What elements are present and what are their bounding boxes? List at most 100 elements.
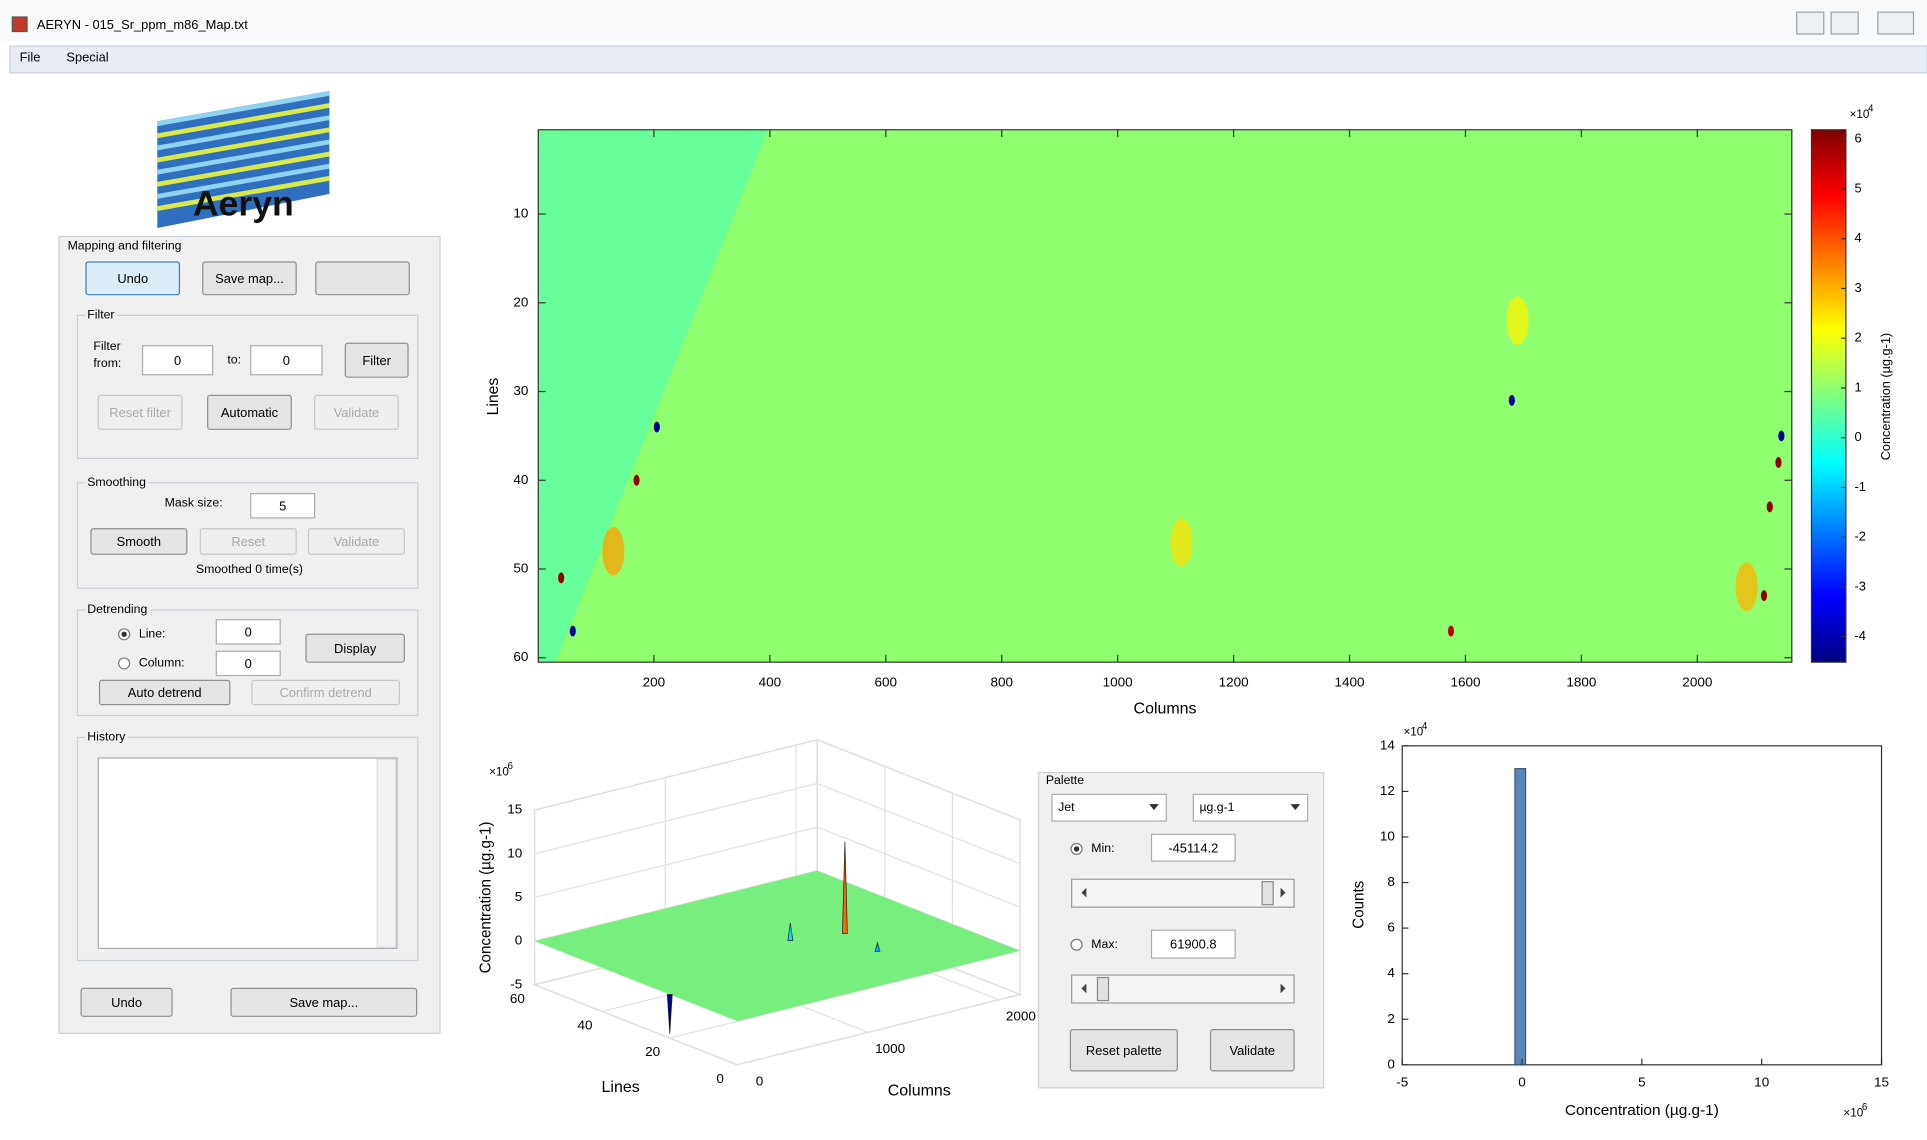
button-label[interactable]: Save map... (289, 995, 358, 1010)
x-axis-label: Columns (888, 1083, 951, 1100)
button[interactable] (199, 528, 297, 555)
edit-value[interactable]: 0 (174, 353, 181, 368)
button[interactable] (80, 987, 173, 1017)
button[interactable] (207, 394, 292, 430)
radio-button[interactable] (117, 657, 131, 670)
radio-dot[interactable] (1073, 846, 1080, 852)
edit-box[interactable] (141, 345, 214, 376)
grid-line (817, 782, 1021, 865)
map-spot (1775, 457, 1782, 468)
radio-dot[interactable] (121, 631, 127, 637)
button-label[interactable]: Validate (334, 405, 380, 420)
z-tick-label: 10 (507, 845, 522, 860)
y-tick-label: 40 (577, 1018, 592, 1033)
button[interactable] (1209, 1029, 1295, 1072)
button[interactable] (202, 261, 297, 296)
app-icon (11, 16, 28, 33)
y-tick-label: 4 (1387, 965, 1395, 980)
button-label[interactable]: Reset (231, 534, 265, 549)
edit-box[interactable] (250, 345, 323, 376)
button[interactable] (307, 528, 405, 555)
radio-button[interactable] (1070, 938, 1083, 951)
map-spot (1506, 296, 1529, 345)
map-spot (558, 572, 565, 584)
button[interactable] (230, 987, 418, 1017)
colorbar (1810, 129, 1847, 663)
edit-box[interactable] (1150, 833, 1236, 862)
grid-line (817, 739, 1021, 821)
button[interactable] (85, 261, 181, 296)
map-spot (1778, 430, 1785, 442)
map-spot (1508, 394, 1515, 406)
edit-value[interactable]: -45114.2 (1168, 840, 1218, 855)
edit-box[interactable] (215, 619, 281, 645)
menu-item[interactable]: File (20, 50, 41, 65)
edit-value[interactable]: 0 (245, 625, 252, 640)
map-spot (1760, 590, 1768, 602)
button-label[interactable]: Smooth (117, 534, 161, 549)
button[interactable] (251, 679, 401, 706)
button[interactable] (98, 679, 231, 706)
button-label[interactable]: Display (334, 641, 377, 656)
group-box (76, 609, 419, 717)
map-spot (633, 474, 640, 486)
history-list[interactable] (97, 757, 398, 949)
label: from: (93, 356, 121, 370)
edit-box[interactable] (215, 650, 281, 677)
button-label[interactable]: Automatic (221, 405, 279, 420)
button-label[interactable]: Save map... (215, 271, 284, 286)
y-tick-label: 20 (645, 1044, 660, 1059)
x-tick-label: 800 (990, 674, 1013, 689)
button[interactable] (305, 633, 405, 663)
button-label[interactable]: Reset filter (109, 405, 171, 420)
x-tick-label: 2000 (1682, 674, 1712, 689)
button[interactable] (313, 394, 399, 430)
x-tick-label: 600 (875, 674, 898, 689)
scrollbar (376, 758, 397, 948)
menu-bar (9, 45, 1927, 74)
x-tick-label: 200 (643, 674, 666, 689)
slider[interactable] (1071, 878, 1295, 908)
button[interactable] (344, 342, 409, 378)
dropdown-value[interactable]: Jet (1058, 800, 1075, 814)
button[interactable] (1069, 1029, 1178, 1072)
slider-thumb[interactable] (1261, 881, 1274, 906)
menu-item[interactable]: Special (66, 50, 108, 65)
grid-line (669, 967, 953, 1039)
button-label[interactable]: Validate (334, 534, 380, 549)
button-label[interactable]: Auto detrend (128, 685, 202, 700)
dropdown-value[interactable]: µg.g-1 (1199, 800, 1234, 814)
button-label[interactable]: Reset palette (1086, 1043, 1162, 1058)
window-control[interactable] (1796, 11, 1825, 35)
button-label[interactable]: Undo (117, 271, 148, 286)
button[interactable] (90, 528, 188, 555)
button-label[interactable]: Confirm detrend (279, 685, 371, 700)
edit-value[interactable]: 5 (279, 498, 286, 513)
dropdown[interactable] (1051, 793, 1167, 822)
button-label[interactable]: Filter (362, 353, 391, 368)
button-label[interactable]: Validate (1230, 1043, 1276, 1058)
label: Filter (93, 339, 120, 353)
window-control[interactable] (1830, 11, 1859, 35)
edit-value[interactable]: 61900.8 (1170, 937, 1217, 952)
logo-stripe (157, 90, 330, 127)
button-label[interactable]: Undo (111, 995, 142, 1010)
colorbar-tick-label: 2 (1854, 330, 1861, 345)
dropdown-arrow[interactable] (1290, 804, 1301, 811)
colorbar-tick-label: 5 (1854, 180, 1861, 195)
y-tick-label: 60 (513, 649, 528, 664)
edit-box[interactable] (250, 492, 316, 519)
slider-thumb[interactable] (1096, 976, 1110, 1002)
edit-box[interactable] (1150, 929, 1236, 959)
window-control[interactable] (1877, 11, 1915, 35)
button[interactable] (97, 394, 183, 430)
edit-value[interactable]: 0 (283, 353, 290, 368)
y-axis-label: Lines (485, 378, 502, 416)
button[interactable] (315, 261, 410, 296)
y-tick-label: 20 (513, 294, 528, 309)
dropdown[interactable] (1192, 793, 1309, 822)
dropdown-arrow[interactable] (1149, 804, 1159, 811)
edit-value[interactable]: 0 (245, 656, 252, 671)
title-bar (0, 0, 1927, 42)
